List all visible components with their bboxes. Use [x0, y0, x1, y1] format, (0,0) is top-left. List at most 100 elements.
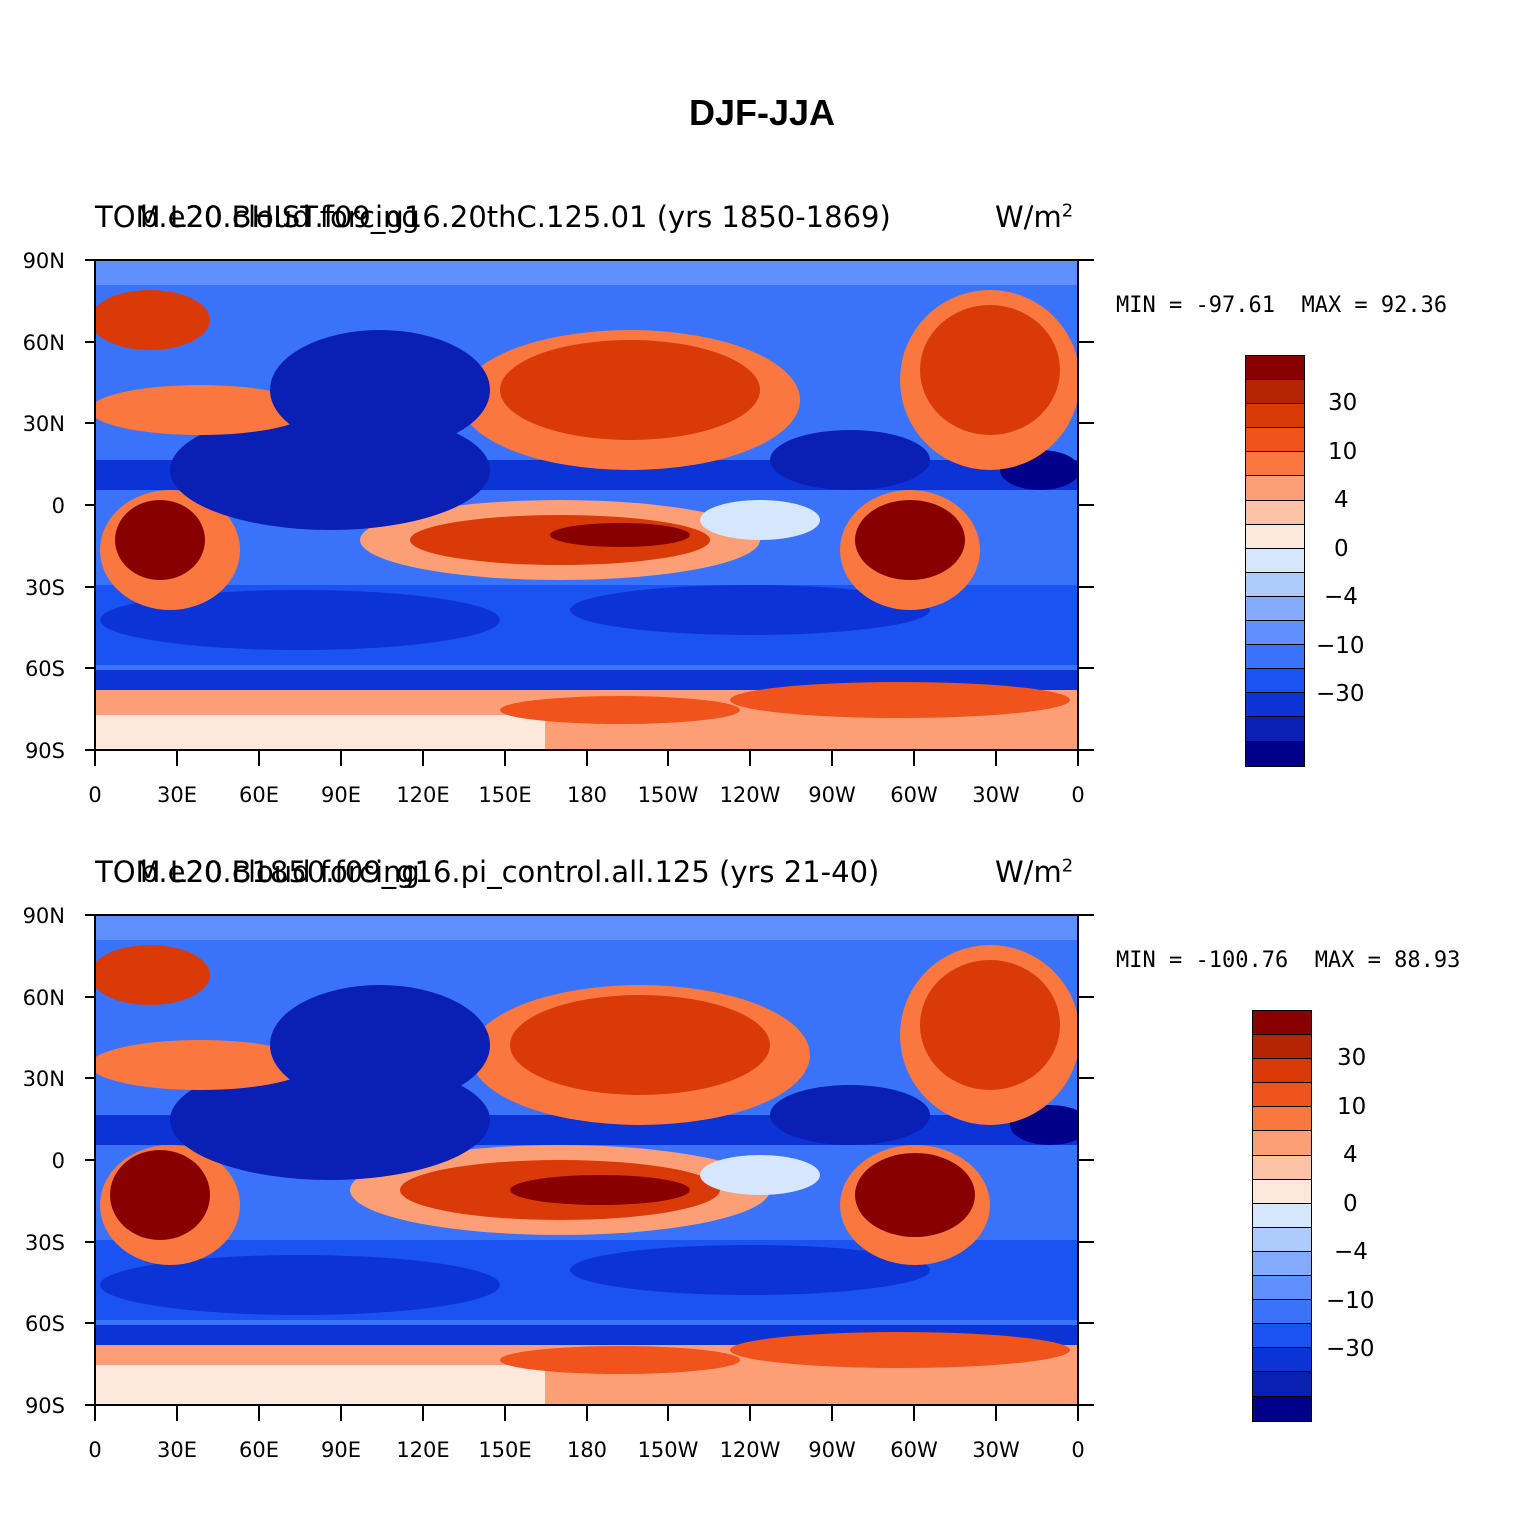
lon-label: 30E: [157, 783, 197, 807]
lon-label: 120W: [720, 783, 781, 807]
colorbar-swatch: [1253, 1107, 1311, 1132]
model-title: b.e20.BHIST.f09_g16.20thC.125.01 (yrs 18…: [140, 200, 891, 234]
colorbar-swatch: [1253, 1179, 1311, 1204]
lon-label: 180: [567, 1438, 607, 1462]
colorbar-label: 30: [1337, 1045, 1367, 1071]
colorbar-swatch: [1253, 1300, 1311, 1325]
lon-label: 0: [1071, 783, 1084, 807]
minmax-label: MIN = -100.76 MAX = 88.93: [1116, 948, 1461, 973]
lon-label: 120W: [720, 1438, 781, 1462]
colorbar-label: 0: [1343, 1191, 1358, 1217]
lon-label: 90E: [321, 783, 361, 807]
colorbar-swatch: [1246, 500, 1304, 525]
colorbar-swatch: [1253, 1155, 1311, 1180]
lon-label: 0: [88, 783, 101, 807]
map-plot: 90N 60N 30N 0 30S 60S 90S 0 30E 60E 90E …: [23, 904, 1094, 1462]
colorbar-label: −10: [1316, 633, 1365, 659]
lon-label: 150E: [478, 1438, 531, 1462]
lon-label: 60W: [890, 783, 938, 807]
colorbar-swatch: [1246, 356, 1304, 381]
lat-label: 30S: [25, 576, 65, 600]
colorbar-swatch: [1253, 1011, 1311, 1036]
lon-label: 150W: [638, 783, 699, 807]
map-panel-1: TOM L20 cloud forcing b.e20.BHIST.f09_g1…: [0, 190, 1524, 840]
map-panel-2: TOM L20 cloud forcing b.e20.B1850.f09_g1…: [0, 845, 1524, 1495]
lat-label: 0: [52, 1149, 65, 1173]
colorbar-label: 30: [1328, 390, 1358, 416]
colorbar-label: 0: [1334, 536, 1349, 562]
lon-label: 30E: [157, 1438, 197, 1462]
lon-label: 180: [567, 783, 607, 807]
colorbar-label: −10: [1326, 1288, 1375, 1314]
colorbar-swatch: [1253, 1348, 1311, 1373]
lon-label: 90W: [808, 1438, 856, 1462]
lat-label: 30N: [23, 412, 65, 436]
lon-label: 60E: [239, 783, 279, 807]
minmax-label: MIN = -97.61 MAX = 92.36: [1116, 293, 1448, 318]
field-title: TOM L20 cloud forcing: [95, 855, 420, 889]
axis-ticks: [85, 914, 1094, 1421]
colorbar: [1252, 1010, 1312, 1422]
colorbar-label: −30: [1316, 681, 1365, 707]
colorbar-label: 4: [1343, 1142, 1358, 1168]
colorbar-swatch: [1246, 380, 1304, 405]
lat-label: 90N: [23, 904, 65, 928]
colorbar-swatch: [1253, 1035, 1311, 1060]
colorbar-swatch: [1253, 1059, 1311, 1084]
colorbar-swatch: [1246, 645, 1304, 670]
lat-label: 0: [52, 494, 65, 518]
colorbar-swatch: [1246, 404, 1304, 429]
units-label: W/m2: [995, 855, 1074, 889]
colorbar-swatch: [1246, 476, 1304, 501]
colorbar-swatch: [1246, 548, 1304, 573]
lon-label: 120E: [396, 1438, 449, 1462]
lat-label: 60S: [25, 1312, 65, 1336]
lat-label: 60S: [25, 657, 65, 681]
field-title: TOM L20 cloud forcing: [95, 200, 420, 234]
colorbar-swatch: [1246, 428, 1304, 453]
colorbar-label: 4: [1334, 487, 1349, 513]
lon-label: 60W: [890, 1438, 938, 1462]
lon-label: 60E: [239, 1438, 279, 1462]
colorbar-swatch: [1246, 717, 1304, 742]
lon-label: 150E: [478, 783, 531, 807]
colorbar-swatch: [1253, 1083, 1311, 1108]
colorbar-swatch: [1246, 572, 1304, 597]
colorbar-label: −4: [1334, 1239, 1368, 1265]
colorbar-swatch: [1253, 1276, 1311, 1301]
colorbar-swatch: [1246, 524, 1304, 549]
colorbar-swatch: [1253, 1372, 1311, 1397]
lat-label: 90S: [25, 1394, 65, 1418]
lat-label: 60N: [23, 331, 65, 355]
lat-label: 90N: [23, 249, 65, 273]
lat-label: 30S: [25, 1231, 65, 1255]
colorbar-swatch: [1246, 596, 1304, 622]
lon-label: 150W: [638, 1438, 699, 1462]
lon-label: 90E: [321, 1438, 361, 1462]
colorbar-label: −4: [1324, 584, 1358, 610]
lat-label: 60N: [23, 986, 65, 1010]
page-title: DJF-JJA: [688, 92, 836, 133]
colorbar-swatch: [1246, 669, 1304, 694]
lon-label: 90W: [808, 783, 856, 807]
colorbar-swatch: [1246, 693, 1304, 718]
colorbar-swatch: [1246, 452, 1304, 477]
colorbar-swatch: [1253, 1396, 1311, 1421]
axis-ticks: [85, 259, 1094, 766]
colorbar-label: 10: [1337, 1094, 1367, 1120]
colorbar-swatch: [1253, 1251, 1311, 1277]
lon-label: 0: [1071, 1438, 1084, 1462]
lon-label: 30W: [972, 783, 1020, 807]
lat-label: 30N: [23, 1067, 65, 1091]
colorbar-label: −30: [1326, 1336, 1375, 1362]
colorbar-swatch: [1253, 1203, 1311, 1228]
colorbar-swatch: [1246, 741, 1304, 766]
colorbar-swatch: [1253, 1324, 1311, 1349]
lon-label: 30W: [972, 1438, 1020, 1462]
colorbar-swatch: [1253, 1131, 1311, 1156]
model-title: b.e20.B1850.f09_g16.pi_control.all.125 (…: [140, 855, 880, 889]
colorbar-swatch: [1246, 621, 1304, 646]
colorbar-swatch: [1253, 1227, 1311, 1252]
lat-label: 90S: [25, 739, 65, 763]
lon-label: 0: [88, 1438, 101, 1462]
